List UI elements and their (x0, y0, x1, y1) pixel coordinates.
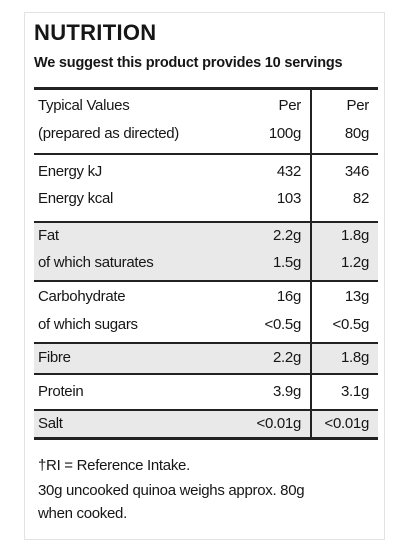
row-label-protein: Protein (38, 383, 84, 400)
value-sugars-per80: <0.5g (332, 316, 370, 333)
value-salt-per100: <0.01g (256, 415, 302, 432)
row-label-fibre: Fibre (38, 349, 71, 366)
footnote-quinoa: 30g uncooked quinoa weighs approx. 80g (38, 482, 305, 499)
value-saturates-per80: 1.2g (341, 254, 369, 271)
col-per100-unit: 100g (268, 125, 301, 142)
col-per100-label: Per (278, 97, 302, 114)
value-protein-per100: 3.9g (273, 383, 301, 400)
row-rule-carbohydrate (34, 280, 378, 282)
fibre-band (34, 343, 378, 373)
nutrition-title: NUTRITION (34, 20, 157, 45)
value-protein-per80: 3.1g (341, 383, 369, 400)
row-label-sugars: of which sugars (38, 316, 138, 333)
servings-note: We suggest this product provides 10 serv… (34, 55, 343, 71)
row-label-energy-kcal: Energy kcal (38, 190, 114, 207)
value-salt-per80: <0.01g (324, 415, 370, 432)
header-rule (34, 153, 378, 155)
value-energy-kcal-per100: 103 (276, 190, 301, 207)
footnote-cooked: when cooked. (38, 505, 127, 522)
value-fat-per80: 1.8g (341, 227, 369, 244)
table-bottom-rule (34, 437, 378, 440)
fat-band (34, 222, 378, 280)
salt-band (34, 410, 378, 437)
row-rule-fibre (34, 342, 378, 344)
col-per80-label: Per (346, 97, 370, 114)
row-label-salt: Salt (38, 415, 63, 432)
row-rule-protein (34, 373, 378, 375)
value-energy-kj-per100: 432 (276, 163, 301, 180)
table-top-rule (34, 87, 378, 90)
row-label-fat: Fat (38, 227, 59, 244)
value-sugars-per100: <0.5g (264, 316, 302, 333)
row-label-carbohydrate: Carbohydrate (38, 288, 126, 305)
value-carbohydrate-per80: 13g (344, 288, 369, 305)
value-saturates-per100: 1.5g (273, 254, 301, 271)
value-carbohydrate-per100: 16g (276, 288, 301, 305)
value-energy-kj-per80: 346 (344, 163, 369, 180)
row-label-energy-kj: Energy kJ (38, 163, 102, 180)
value-fibre-per80: 1.8g (341, 349, 369, 366)
value-fibre-per100: 2.2g (273, 349, 301, 366)
row-label-saturates: of which saturates (38, 254, 154, 271)
typical-values-label: Typical Values (38, 97, 130, 114)
prepared-label: (prepared as directed) (38, 125, 179, 142)
value-energy-kcal-per80: 82 (352, 190, 369, 207)
column-divider (310, 89, 312, 437)
row-rule-fat (34, 221, 378, 223)
col-per80-unit: 80g (344, 125, 369, 142)
footnote-ri: †RI = Reference Intake. (38, 457, 190, 474)
row-rule-salt (34, 409, 378, 411)
value-fat-per100: 2.2g (273, 227, 301, 244)
